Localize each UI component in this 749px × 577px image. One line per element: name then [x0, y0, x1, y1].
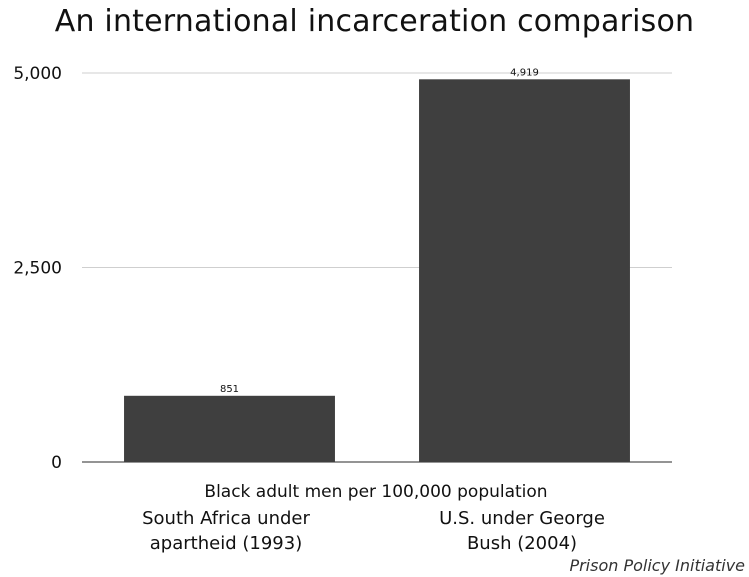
bar-value-label: 851: [220, 384, 239, 395]
y-tick-label: 5,000: [13, 64, 62, 84]
bars: [124, 79, 630, 462]
category-label: South Africa under: [142, 508, 310, 529]
bar: [124, 395, 335, 462]
chart-title: An international incarceration compariso…: [54, 4, 695, 39]
data-labels: 851 4,919: [220, 67, 539, 394]
x-axis-label: Black adult men per 100,000 population: [204, 482, 547, 502]
category-label: Bush (2004): [467, 533, 577, 554]
bar: [419, 79, 630, 462]
y-axis-tick-labels: 0 2,500 5,000: [13, 64, 62, 473]
category-label: U.S. under George: [439, 508, 605, 529]
bar-value-label: 4,919: [510, 67, 539, 78]
category-label: apartheid (1993): [150, 533, 302, 554]
y-tick-label: 2,500: [13, 259, 62, 279]
source-credit: Prison Policy Initiative: [569, 556, 745, 575]
category-labels: South Africa under apartheid (1993) U.S. u…: [142, 508, 605, 554]
y-tick-label: 0: [51, 453, 62, 473]
